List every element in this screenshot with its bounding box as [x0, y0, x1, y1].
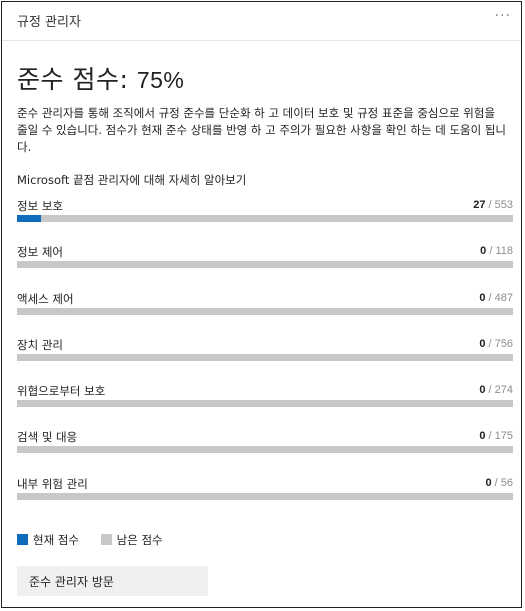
category-total-score: 756: [494, 337, 513, 350]
category-label: 액세스 제어: [17, 291, 74, 306]
legend-current: 현재 점수: [17, 532, 79, 548]
category-progress-fill: [17, 215, 42, 222]
category-score: 27 / 553: [473, 199, 513, 211]
category-label: 장치 관리: [17, 337, 63, 352]
learn-more-link[interactable]: Microsoft 끝점 관리자에 대해 자세히 알아보기: [17, 173, 247, 187]
category-row: 장치 관리 0 / 756: [17, 335, 513, 381]
visit-compliance-manager-button[interactable]: 준수 관리자 방문: [17, 566, 208, 596]
compliance-score-heading: 준수 점수: 75%: [17, 60, 184, 96]
card-header: 규정 관리자 ···: [2, 2, 521, 41]
category-current-score: 0: [479, 291, 486, 304]
legend-remaining-label: 남은 점수: [116, 533, 163, 547]
category-current-score: 0: [485, 476, 492, 489]
score-value: 75%: [136, 67, 185, 93]
category-total-score: 487: [494, 291, 513, 304]
category-label: 검색 및 대응: [17, 430, 78, 445]
card-title: 규정 관리자: [17, 15, 81, 30]
category-row: 액세스 제어 0 / 487: [17, 289, 513, 335]
category-list: 정보 보호 27 / 553 정보 제어 0 / 118 액세스 제어 0 / …: [17, 196, 513, 520]
category-progress-bar: [17, 400, 513, 408]
category-label: 정보 보호: [17, 199, 63, 213]
category-progress-bar: [17, 353, 513, 361]
category-row: 내부 위험 관리 0 / 56: [17, 474, 513, 520]
category-row: 정보 제어 0 / 118: [17, 242, 513, 288]
legend-current-label: 현재 점수: [33, 533, 79, 547]
category-label: 정보 제어: [17, 245, 63, 260]
category-current-score: 0: [479, 337, 486, 350]
category-score: 0 / 274: [479, 384, 513, 397]
category-row: 위협으로부터 보호 0 / 274: [17, 381, 513, 427]
category-progress-bar: [17, 446, 513, 454]
category-progress-bar: [17, 492, 513, 500]
category-total-score: 118: [495, 245, 513, 258]
legend-remaining: 남은 점수: [100, 532, 163, 548]
score-label: 준수 점수:: [17, 65, 137, 94]
category-total-score: 274: [494, 384, 513, 397]
category-progress-bar: [17, 307, 513, 315]
category-label: 위협으로부터 보호: [17, 384, 106, 399]
category-row: 정보 보호 27 / 553: [17, 196, 513, 242]
category-current-score: 0: [479, 430, 486, 443]
more-options-icon[interactable]: ···: [494, 8, 511, 24]
category-total-score: 553: [494, 199, 513, 211]
category-score: 0 / 487: [479, 291, 513, 304]
category-score: 0 / 56: [485, 476, 513, 489]
legend-current-swatch: [17, 534, 28, 545]
score-legend: 현재 점수 남은 점수: [17, 532, 181, 548]
category-current-score: 27: [473, 199, 486, 211]
category-progress-bar: [17, 215, 513, 222]
legend-remaining-swatch: [100, 534, 112, 545]
category-total-score: 56: [500, 476, 513, 489]
category-total-score: 175: [494, 430, 513, 443]
category-row: 검색 및 대응 0 / 175: [17, 427, 513, 473]
category-progress-bar: [17, 261, 513, 269]
category-score: 0 / 175: [479, 430, 513, 443]
category-current-score: 0: [480, 245, 487, 258]
description-text: 준수 관리자를 통해 조직에서 규정 준수를 단순화 하 고 데이터 보호 및 …: [17, 106, 506, 154]
category-score: 0 / 118: [480, 245, 513, 258]
category-score: 0 / 756: [479, 337, 513, 350]
category-label: 내부 위험 관리: [17, 476, 88, 491]
category-current-score: 0: [479, 384, 486, 397]
